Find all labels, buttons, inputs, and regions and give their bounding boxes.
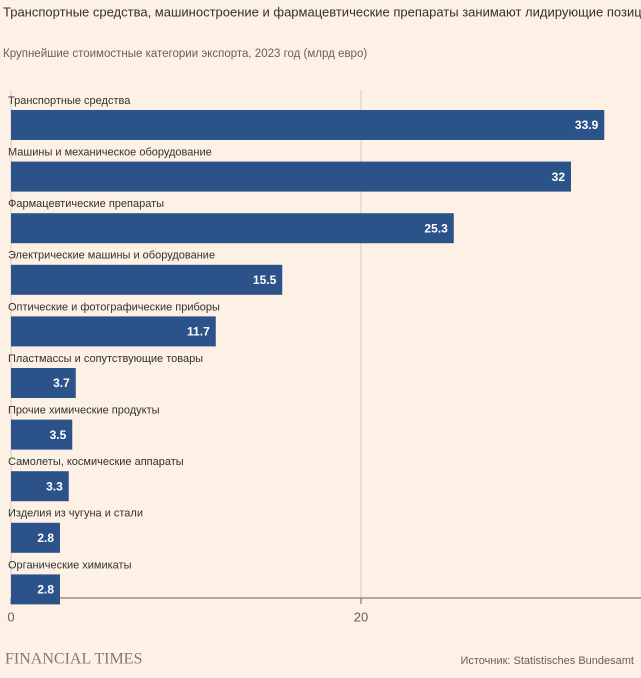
bar [11,522,60,553]
bar [11,213,454,244]
bar [11,161,571,192]
category-label: Изделия из чугуна и стали [8,508,143,520]
value-label: 33.9 [575,118,599,132]
bar [11,264,283,295]
category-label: Самолеты, космические аппараты [8,456,184,468]
value-label: 25.3 [424,221,448,235]
source: Источник: Statistisches Bundesamt [460,655,634,667]
category-label: Транспортные средства [8,95,131,107]
category-label: Оптические и фотографические приборы [8,301,220,313]
category-label: Фармацевтические препараты [8,198,164,210]
bar [11,471,69,502]
chart-subtitle: Крупнейшие стоимостные категории экспорт… [3,48,367,60]
x-tick-label: 20 [354,609,368,624]
bar [11,419,73,450]
value-label: 11.7 [187,325,210,339]
brand: FINANCIAL TIMES [5,651,142,668]
value-label: 3.5 [50,428,67,442]
value-label: 32 [552,170,566,184]
category-label: Пластмассы и сопутствующие товары [8,353,203,365]
value-label: 2.8 [37,531,54,545]
x-tick-label: 0 [7,609,14,624]
category-label: Электрические машины и оборудование [8,250,215,262]
bar [11,110,605,140]
value-label: 3.7 [53,376,70,390]
bar [11,316,216,347]
value-label: 3.3 [46,479,63,493]
bar [11,574,60,605]
value-label: 2.8 [37,583,54,597]
category-label: Прочие химические продукты [8,405,160,417]
value-label: 15.5 [253,273,277,287]
category-label: Органические химикаты [8,559,132,571]
chart-title: Транспортные средства, машиностроение и … [3,4,641,19]
bar [11,368,76,398]
category-label: Машины и механическое оборудование [8,147,212,159]
